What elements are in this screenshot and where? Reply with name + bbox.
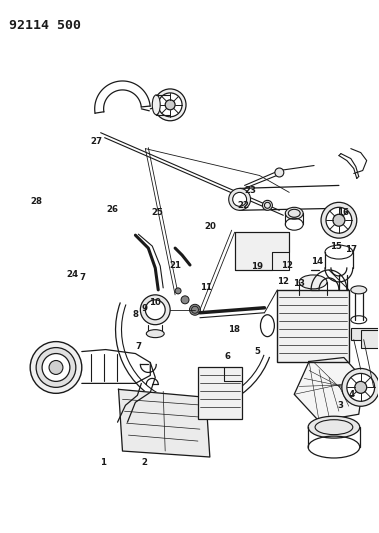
Text: 26: 26 [106, 205, 118, 214]
Ellipse shape [175, 288, 181, 294]
Ellipse shape [30, 342, 82, 393]
Ellipse shape [333, 214, 345, 226]
Text: 11: 11 [200, 283, 213, 292]
Bar [198, 367, 242, 419]
Bar [277, 290, 349, 361]
Text: 12: 12 [277, 277, 289, 286]
Text: 21: 21 [169, 261, 181, 270]
Bar [361, 330, 379, 348]
Ellipse shape [152, 95, 160, 115]
Text: 5: 5 [254, 347, 260, 356]
Text: 10: 10 [149, 297, 161, 306]
Text: 16: 16 [337, 208, 349, 217]
Text: 1: 1 [100, 458, 106, 467]
Ellipse shape [146, 330, 164, 337]
Text: 2: 2 [141, 458, 147, 467]
Ellipse shape [190, 304, 200, 315]
Text: 22: 22 [237, 201, 249, 210]
Text: 19: 19 [251, 262, 263, 271]
Ellipse shape [154, 89, 186, 121]
Text: 4: 4 [348, 390, 354, 399]
Bar [235, 232, 289, 270]
Ellipse shape [351, 286, 367, 294]
Ellipse shape [181, 296, 189, 304]
Text: 25: 25 [152, 208, 163, 217]
Text: 7: 7 [79, 272, 85, 281]
Text: 27: 27 [90, 138, 102, 147]
Ellipse shape [299, 275, 327, 289]
Text: 9: 9 [141, 304, 147, 313]
Polygon shape [119, 389, 210, 457]
Ellipse shape [326, 207, 352, 233]
Ellipse shape [347, 374, 374, 401]
Text: 7: 7 [136, 342, 142, 351]
Text: 18: 18 [228, 325, 240, 334]
Polygon shape [294, 358, 364, 421]
Text: 8: 8 [132, 310, 138, 319]
Ellipse shape [285, 207, 303, 219]
Text: 3: 3 [337, 401, 343, 410]
Ellipse shape [165, 100, 175, 110]
Text: 28: 28 [30, 197, 42, 206]
Bar [351, 328, 379, 340]
Text: 15: 15 [329, 242, 341, 251]
Text: 12: 12 [280, 261, 293, 270]
Text: 6: 6 [224, 352, 230, 361]
Ellipse shape [229, 188, 251, 211]
Text: 20: 20 [205, 222, 216, 231]
Ellipse shape [233, 192, 247, 206]
Ellipse shape [342, 368, 379, 406]
Text: 14: 14 [312, 257, 324, 265]
Ellipse shape [36, 348, 76, 387]
Ellipse shape [158, 93, 182, 117]
Ellipse shape [145, 300, 165, 320]
Text: 13: 13 [293, 279, 305, 288]
Ellipse shape [42, 353, 70, 382]
Ellipse shape [308, 416, 360, 438]
Ellipse shape [321, 203, 357, 238]
Text: 24: 24 [66, 270, 78, 279]
Text: 23: 23 [244, 186, 257, 195]
Ellipse shape [275, 168, 284, 177]
Ellipse shape [140, 295, 170, 325]
Ellipse shape [49, 360, 63, 375]
Ellipse shape [355, 382, 367, 393]
Text: 92114 500: 92114 500 [9, 19, 81, 33]
Ellipse shape [263, 200, 273, 211]
Text: 17: 17 [345, 245, 357, 254]
